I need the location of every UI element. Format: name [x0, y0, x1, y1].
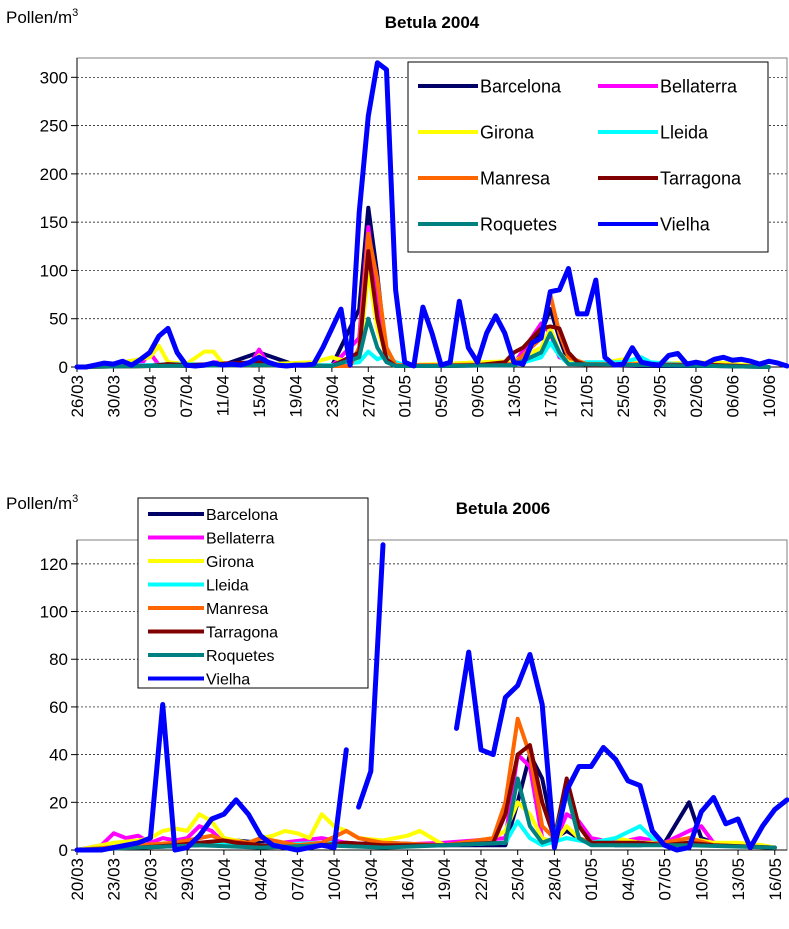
x-tick-label: 27/04 — [359, 375, 378, 418]
y-tick-label: 300 — [40, 68, 68, 87]
chart-1: Betula 2004 Pollen/m3 0 50 100 150 200 250 300 26… — [6, 7, 789, 418]
x-tick-label: 20/03 — [68, 858, 87, 901]
x-tick-label: 23/03 — [105, 858, 124, 901]
legend-label-bellaterra: Bellaterra — [206, 530, 275, 547]
y-tick-label: 60 — [49, 698, 68, 717]
x-tick-label: 05/05 — [432, 375, 451, 418]
x-tick-label: 06/06 — [723, 375, 742, 418]
x-tick-label: 25/04 — [509, 858, 528, 901]
legend-label-lleida: Lleida — [660, 122, 709, 142]
legend-label-roquetes: Roquetes — [480, 214, 557, 234]
x-tick-label: 19/04 — [435, 858, 454, 901]
x-tick-label: 10/06 — [760, 375, 779, 418]
y-tick-label: 200 — [40, 165, 68, 184]
x-tick-label: 23/04 — [323, 375, 342, 418]
legend-box — [407, 61, 769, 253]
legend-label-girona: Girona — [206, 554, 254, 571]
x-tick-label: 30/03 — [104, 375, 123, 418]
y-tick-label: 40 — [49, 746, 68, 765]
x-tick-label: 17/05 — [541, 375, 560, 418]
legend-label-barcelona: Barcelona — [480, 76, 562, 96]
x-tick-label: 16/04 — [399, 858, 418, 901]
x-tick-label: 02/06 — [687, 375, 706, 418]
series-line-vielha — [74, 542, 789, 853]
legend-label-girona: Girona — [480, 122, 535, 142]
x-tick-label: 26/03 — [141, 858, 160, 901]
y-tick-label: 100 — [40, 261, 68, 280]
y-tick-label: 100 — [40, 603, 68, 622]
x-tick-label: 13/05 — [505, 375, 524, 418]
x-tick-label: 25/05 — [614, 375, 633, 418]
chart-2: Betula 2006 Pollen/m3 0 20 40 60 80 100 120 20/03… — [6, 493, 789, 901]
y-tick-label: 150 — [40, 213, 68, 232]
legend: Barcelona Bellaterra Girona Lleida Manresa Ta… — [407, 61, 769, 253]
legend: Barcelona Bellaterra Girona Lleida Manresa Ta… — [137, 497, 369, 689]
legend-label-manresa: Manresa — [206, 601, 268, 618]
legend-label-tarragona: Tarragona — [660, 168, 742, 188]
x-tick-label: 19/04 — [286, 375, 305, 418]
x-tick-label: 01/05 — [582, 858, 601, 901]
series-line-manresa — [75, 231, 771, 369]
y-tick-label: 0 — [59, 358, 68, 377]
x-tick-label: 21/05 — [578, 375, 597, 418]
x-tick-label: 11/04 — [214, 375, 233, 416]
series-line-roquetes — [75, 776, 777, 852]
x-tick-label: 29/05 — [651, 375, 670, 418]
x-tick-label: 04/05 — [619, 858, 638, 901]
x-tick-label: 04/04 — [252, 858, 271, 901]
x-tick-label: 13/04 — [362, 858, 381, 901]
x-tick-label: 16/05 — [766, 858, 785, 901]
y-tick-label: 20 — [49, 793, 68, 812]
x-tick-label: 22/04 — [472, 858, 491, 901]
legend-label-barcelona: Barcelona — [206, 507, 278, 524]
legend-label-lleida: Lleida — [206, 577, 249, 594]
series-line-vielha — [74, 60, 789, 370]
chart-title: Betula 2006 — [456, 499, 551, 518]
legend-label-vielha: Vielha — [206, 671, 250, 688]
legend-label-roquetes: Roquetes — [206, 648, 275, 665]
x-tick-label: 26/03 — [68, 375, 87, 418]
x-tick-label: 01/05 — [396, 375, 415, 418]
y-tick-label: 50 — [49, 310, 68, 329]
x-tick-label: 07/04 — [288, 858, 307, 901]
x-tick-label: 15/04 — [250, 375, 269, 418]
y-axis-label: Pollen/m3 — [6, 7, 78, 27]
y-tick-label: 250 — [40, 117, 68, 136]
series-line-roquetes — [75, 316, 771, 369]
x-tick-label: 01/04 — [215, 858, 234, 901]
x-tick-label: 07/04 — [177, 375, 196, 418]
x-tick-label: 13/05 — [729, 858, 748, 901]
x-tick-label: 09/05 — [469, 375, 488, 418]
x-tick-label: 03/04 — [141, 375, 160, 418]
x-tick-label: 10/04 — [325, 858, 344, 901]
y-tick-label: 80 — [49, 650, 68, 669]
x-tick-label: 07/05 — [656, 858, 675, 901]
series-line-tarragona — [75, 743, 777, 852]
y-axis-label: Pollen/m3 — [6, 493, 78, 513]
legend-label-vielha: Vielha — [660, 214, 711, 234]
legend-label-bellaterra: Bellaterra — [660, 76, 738, 96]
y-tick-label: 0 — [59, 841, 68, 860]
chart-title: Betula 2004 — [385, 13, 480, 32]
y-tick-label: 120 — [40, 555, 68, 574]
series-line-barcelona — [75, 752, 777, 852]
x-tick-label: 28/04 — [545, 858, 564, 901]
x-tick-label: 29/03 — [178, 858, 197, 901]
x-tick-label: 10/05 — [692, 858, 711, 901]
legend-label-tarragona: Tarragona — [206, 624, 278, 641]
legend-label-manresa: Manresa — [480, 168, 551, 188]
